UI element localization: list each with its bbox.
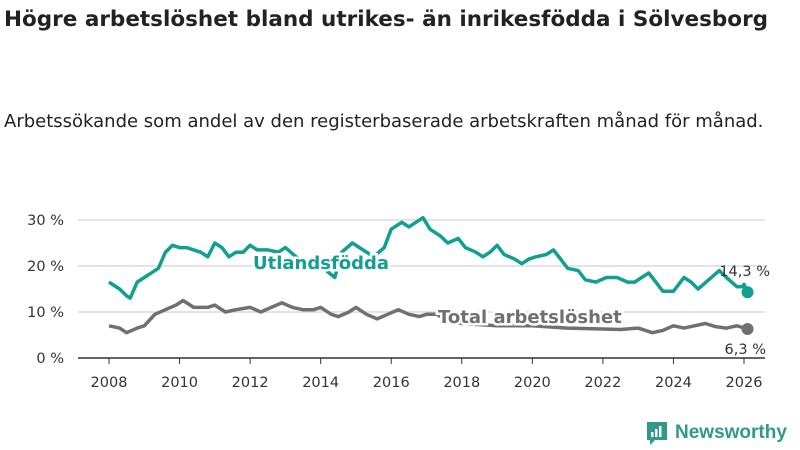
end-point-total-arbetsloshet — [741, 323, 754, 336]
x-tick-label: 2018 — [443, 375, 480, 391]
y-tick-label: 0 % — [36, 351, 64, 367]
line-chart: 0 % 10 % 20 % 30 % 2008 2010 2012 2014 2016 2018 2… — [27, 213, 770, 391]
chart-title: Högre arbetslöshet bland utrikes- än inr… — [4, 7, 769, 32]
newsworthy-logo: Newsworthy — [645, 420, 787, 446]
end-point-utlandsfodda — [741, 286, 754, 299]
chart-subtitle: Arbetssökande som andel av den registerb… — [4, 111, 764, 132]
series-label-utlandsfodda: Utlandsfödda — [253, 253, 389, 274]
y-tick-label: 20 % — [27, 259, 64, 275]
brand-name: Newsworthy — [675, 422, 787, 443]
series-line-utlandsfodda — [108, 215, 750, 300]
x-tick-label: 2022 — [584, 375, 621, 391]
newsworthy-logo-icon — [647, 422, 667, 445]
x-tick-label: 2008 — [91, 375, 128, 391]
end-value-label-utlandsfodda: 14,3 % — [719, 264, 770, 280]
series-label-total-arbetsloshet: Total arbetslöshet — [438, 307, 622, 328]
x-tick-label: 2016 — [373, 375, 410, 391]
y-tick-label: 30 % — [27, 213, 64, 229]
x-tick-label: 2010 — [161, 375, 198, 391]
x-tick-label: 2024 — [655, 375, 692, 391]
x-tick-label: 2020 — [514, 375, 551, 391]
x-tick-label: 2012 — [232, 375, 269, 391]
x-tick-label: 2014 — [302, 375, 339, 391]
end-value-label-total-arbetsloshet: 6,3 % — [725, 342, 766, 358]
series-line-total-arbetsloshet — [108, 298, 749, 335]
y-tick-label: 10 % — [27, 305, 64, 321]
x-tick-label: 2026 — [726, 375, 763, 391]
